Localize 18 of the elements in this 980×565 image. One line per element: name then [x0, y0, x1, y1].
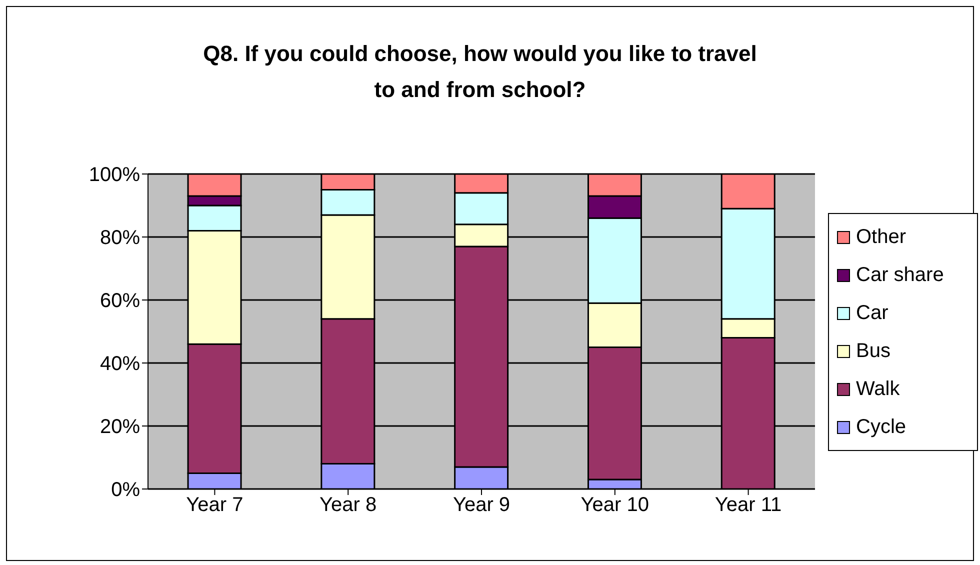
y-tick-label: 0%	[111, 479, 140, 502]
legend-label: Cycle	[856, 416, 906, 438]
y-tick-label: 20%	[100, 416, 140, 438]
legend-label: Car share	[856, 264, 944, 286]
x-tick-label: Year 7	[186, 494, 244, 516]
x-tick-label: Year 11	[714, 494, 782, 516]
y-tick-label: 80%	[100, 227, 140, 250]
y-tick-label: 100%	[88, 164, 140, 186]
x-tick-label: Year 10	[580, 494, 650, 516]
x-tick-label: Year 8	[320, 494, 377, 516]
legend-label: Bus	[856, 340, 890, 362]
chart-title: Q8. If you could choose, how would you like to travel to and from school?	[202, 40, 758, 104]
legend-label: Walk	[856, 378, 900, 400]
y-tick-label: 40%	[100, 353, 140, 376]
x-tick-label: Year 9	[452, 494, 510, 516]
legend-label: Car	[856, 302, 888, 324]
legend-label: Other	[856, 226, 906, 248]
y-tick-label: 60%	[100, 290, 140, 312]
